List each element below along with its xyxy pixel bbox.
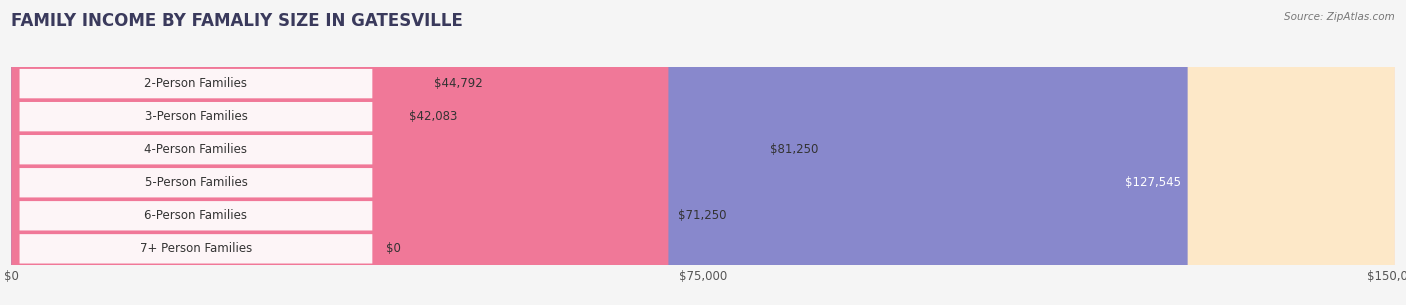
Text: $0: $0 <box>387 242 401 255</box>
FancyBboxPatch shape <box>11 0 668 305</box>
FancyBboxPatch shape <box>11 0 1395 305</box>
FancyBboxPatch shape <box>11 0 1395 305</box>
Text: $71,250: $71,250 <box>678 209 727 222</box>
Text: 4-Person Families: 4-Person Families <box>145 143 247 156</box>
FancyBboxPatch shape <box>11 0 1395 305</box>
Text: $42,083: $42,083 <box>409 110 457 123</box>
Text: FAMILY INCOME BY FAMALIY SIZE IN GATESVILLE: FAMILY INCOME BY FAMALIY SIZE IN GATESVI… <box>11 12 463 30</box>
FancyBboxPatch shape <box>11 0 1395 305</box>
Text: 7+ Person Families: 7+ Person Families <box>139 242 252 255</box>
FancyBboxPatch shape <box>20 102 373 131</box>
Text: 6-Person Families: 6-Person Families <box>145 209 247 222</box>
Text: Source: ZipAtlas.com: Source: ZipAtlas.com <box>1284 12 1395 22</box>
FancyBboxPatch shape <box>11 0 425 305</box>
FancyBboxPatch shape <box>11 0 1395 305</box>
FancyBboxPatch shape <box>11 0 1188 305</box>
FancyBboxPatch shape <box>20 201 373 231</box>
Text: 2-Person Families: 2-Person Families <box>145 77 247 90</box>
FancyBboxPatch shape <box>20 135 373 164</box>
Text: $81,250: $81,250 <box>770 143 818 156</box>
Text: $127,545: $127,545 <box>1125 176 1181 189</box>
FancyBboxPatch shape <box>20 168 373 197</box>
FancyBboxPatch shape <box>20 69 373 98</box>
FancyBboxPatch shape <box>11 0 1395 305</box>
FancyBboxPatch shape <box>11 0 761 305</box>
Text: $44,792: $44,792 <box>434 77 482 90</box>
Text: 3-Person Families: 3-Person Families <box>145 110 247 123</box>
Text: 5-Person Families: 5-Person Families <box>145 176 247 189</box>
FancyBboxPatch shape <box>20 234 373 264</box>
FancyBboxPatch shape <box>11 0 399 305</box>
